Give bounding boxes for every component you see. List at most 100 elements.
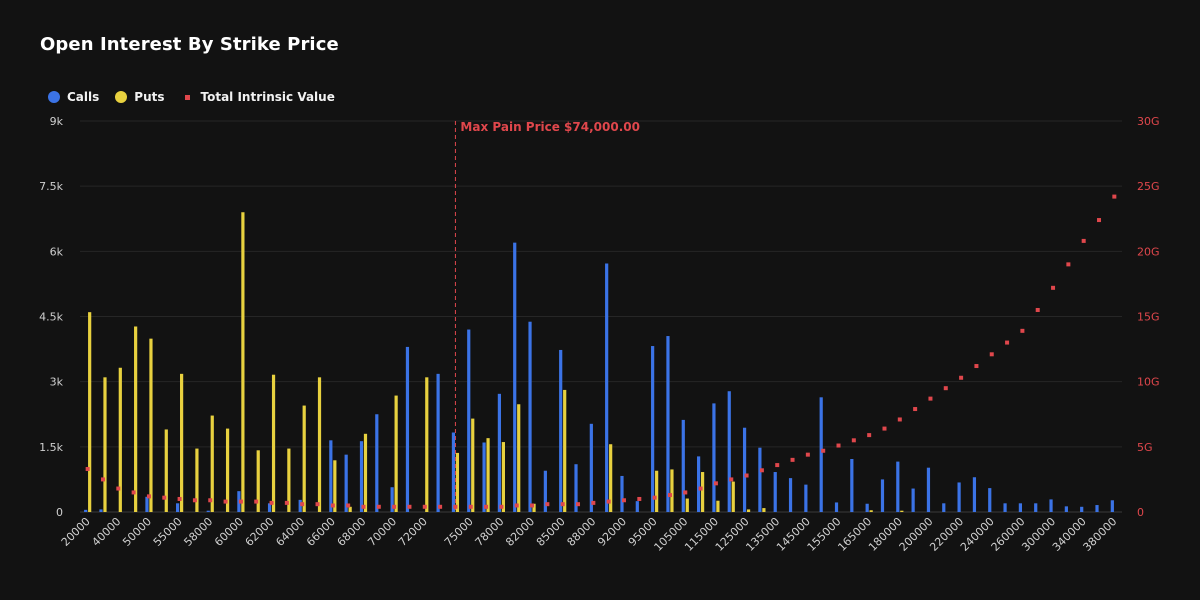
calls-bar: [834, 502, 839, 512]
intrinsic-value-point: [821, 448, 826, 453]
puts-bar: [149, 338, 153, 512]
calls-bar: [176, 503, 180, 512]
puts-bar: [348, 506, 352, 512]
left-axis-tick-label: 0: [56, 506, 63, 519]
calls-bar: [712, 403, 716, 512]
calls-bar: [344, 454, 348, 512]
calls-bar: [405, 346, 410, 512]
intrinsic-value-point: [576, 502, 581, 507]
intrinsic-value-point: [499, 504, 504, 509]
calls-bar: [942, 503, 946, 512]
x-axis-tick-label: 68000: [335, 515, 369, 549]
calls-bar: [681, 419, 685, 512]
intrinsic-value-point: [346, 503, 351, 508]
calls-bar: [742, 427, 747, 512]
intrinsic-value-point: [974, 364, 979, 369]
left-axis-tick-label: 3k: [50, 376, 64, 389]
calls-bar: [1034, 503, 1038, 512]
calls-bar: [528, 321, 532, 512]
intrinsic-value-point: [1097, 218, 1102, 223]
intrinsic-value-point: [1035, 307, 1040, 312]
intrinsic-value-point: [223, 499, 228, 504]
calls-bar: [1110, 500, 1114, 512]
x-axis-tick-label: 82000: [503, 515, 537, 549]
calls-legend-dot-icon: [48, 91, 60, 103]
calls-bar: [620, 475, 624, 512]
intrinsic-value-point: [269, 500, 274, 505]
right-axis-tick-label: 25G: [1137, 180, 1160, 193]
intrinsic-value-point: [652, 495, 657, 500]
intrinsic-value-point: [300, 502, 305, 507]
x-axis-tick-label: 92000: [595, 515, 629, 549]
intrinsic-value-point: [238, 499, 243, 504]
right-axis-tick-label: 20G: [1137, 245, 1160, 258]
calls-bar: [819, 397, 823, 512]
intrinsic-value-point: [376, 504, 381, 509]
right-axis-tick-label: 10G: [1137, 376, 1160, 389]
intrinsic-value-point: [392, 504, 397, 509]
intrinsic-value-point: [116, 486, 121, 491]
calls-bar: [773, 472, 777, 512]
left-axis-tick-label: 1.5k: [39, 441, 63, 454]
puts-bar: [394, 395, 398, 512]
x-axis-tick-label: 70000: [365, 515, 399, 549]
left-axis-tick-label: 7.5k: [39, 180, 63, 193]
x-axis-tick-label: 58000: [181, 515, 215, 549]
puts-bar: [302, 405, 306, 512]
intrinsic-value-point: [713, 481, 718, 486]
intrinsic-value-point: [729, 477, 734, 482]
puts-bar: [685, 498, 689, 512]
intrinsic-value-point: [621, 498, 626, 503]
calls-bar: [758, 447, 762, 512]
intrinsic-value-point: [330, 503, 335, 508]
calls-bar: [880, 479, 885, 512]
intrinsic-value-point: [989, 352, 994, 357]
puts-bar: [210, 415, 214, 512]
intrinsic-value-point: [545, 502, 550, 507]
calls-bar: [1049, 499, 1053, 512]
calls-bar: [99, 509, 103, 512]
left-axis-tick-label: 9k: [50, 115, 64, 128]
puts-bar: [317, 377, 322, 512]
intrinsic-value-point: [254, 499, 259, 504]
legend-label-puts: Puts: [134, 90, 165, 104]
calls-bar: [451, 432, 456, 512]
puts-bar: [256, 450, 260, 512]
x-axis-tick-label: 85000: [534, 515, 568, 549]
intrinsic-value-point: [928, 396, 933, 401]
intrinsic-value-point: [882, 426, 887, 431]
intrinsic-value-point: [805, 452, 810, 457]
x-axis-tick-label: 50000: [120, 515, 154, 549]
calls-bar: [850, 458, 854, 512]
calls-bar: [1003, 503, 1007, 512]
puts-bar: [287, 448, 291, 512]
intrinsic-value-point: [1020, 328, 1025, 333]
intrinsic-value-point: [591, 500, 596, 505]
calls-bar: [972, 477, 977, 512]
puts-bar: [164, 429, 168, 512]
calls-bar: [1064, 506, 1068, 512]
x-axis-tick-label: 60000: [212, 515, 246, 549]
calls-bar: [896, 461, 900, 512]
puts-bar: [532, 503, 536, 512]
intrinsic-value-point: [514, 503, 519, 508]
calls-bar: [329, 440, 333, 512]
intrinsic-value-point: [683, 490, 688, 495]
intrinsic-value-point: [438, 504, 443, 509]
puts-bar: [655, 470, 659, 512]
calls-bar: [84, 509, 88, 512]
intrinsic-value-point: [775, 463, 780, 468]
legend-item-intrinsic[interactable]: Total Intrinsic Value: [181, 90, 335, 104]
intrinsic-value-point: [836, 443, 841, 448]
legend-item-calls[interactable]: Calls: [48, 90, 99, 104]
intrinsic-value-point: [208, 498, 213, 503]
intrinsic-value-point: [851, 438, 856, 443]
puts-legend-dot-icon: [115, 91, 128, 103]
calls-bar: [467, 329, 471, 512]
right-axis-tick-label: 30G: [1137, 115, 1160, 128]
legend-item-puts[interactable]: Puts: [115, 90, 165, 104]
max-pain-label: Max Pain Price $74,000.00: [460, 120, 640, 134]
x-axis-tick-label: 66000: [304, 515, 338, 549]
